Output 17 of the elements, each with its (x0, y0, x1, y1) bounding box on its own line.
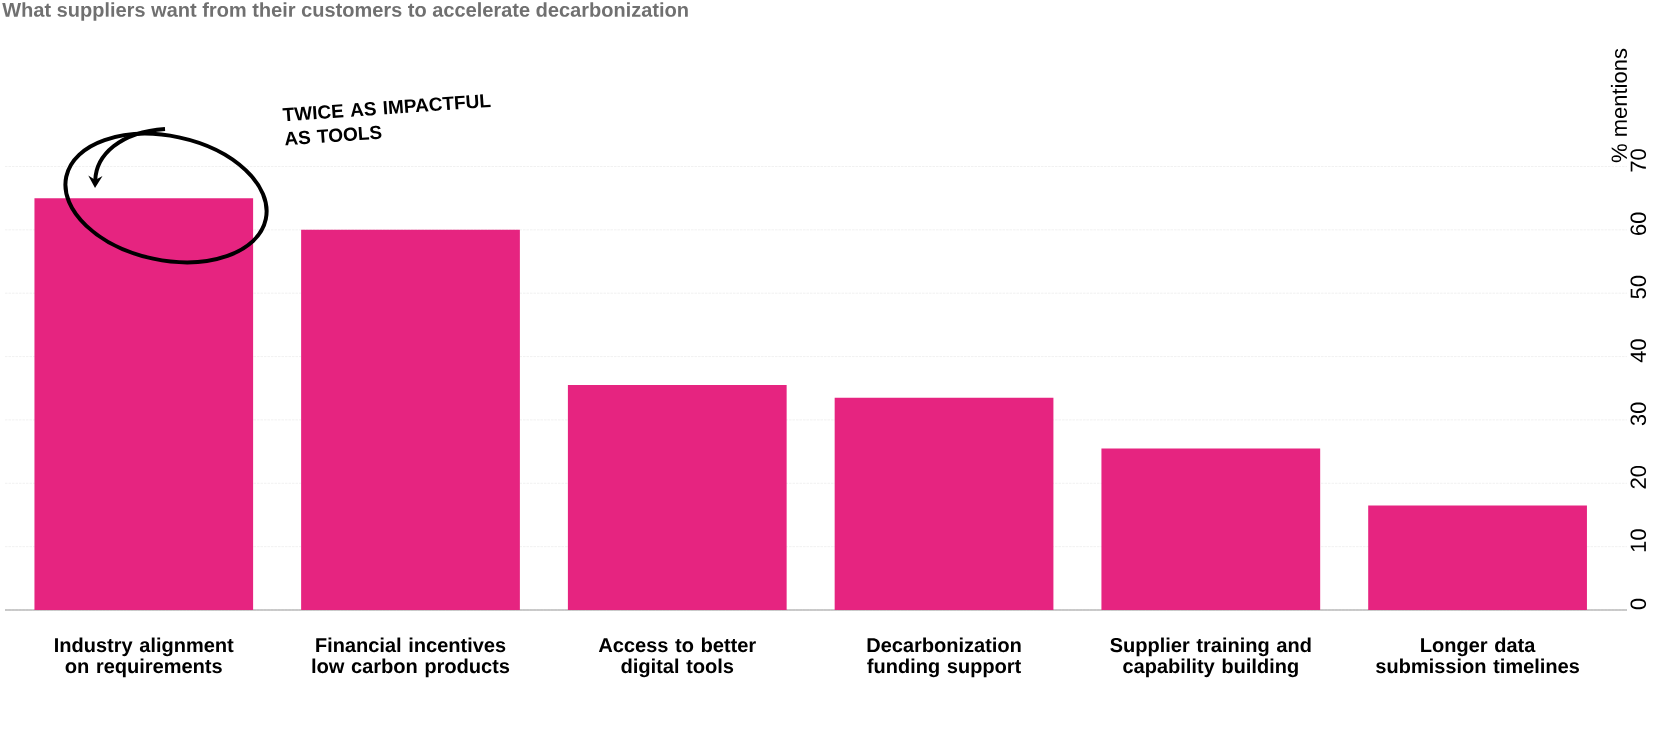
x-tick-label: Longer data submission timelines (1376, 637, 1580, 674)
x-tick-label: Financial incentives low carbon products (312, 637, 510, 678)
chart-title: What suppliers want from their customers to accelerate decarbonization (2, 2, 688, 21)
y-tick-label: 0 (1630, 598, 1647, 610)
text: TWICE AS IMPACTFUL AS TOOLS (282, 94, 491, 146)
y-tick-label: 40 (1630, 339, 1647, 363)
x-tick-label: Access to better digital tools (598, 637, 756, 678)
x-tick-label: Supplier training and capability building (1110, 637, 1311, 678)
y-tick-label: 30 (1630, 402, 1647, 426)
x-tick-label: Industry alignment on requirements (55, 637, 234, 678)
y-tick-label: 60 (1630, 212, 1647, 235)
y-tick-label: 50 (1630, 275, 1647, 299)
x-tick-label: Decarbonization funding support (867, 637, 1022, 678)
y-tick-label: 10 (1630, 529, 1647, 552)
y-tick-label: 70 (1630, 149, 1647, 172)
y-tick-label: 20 (1630, 465, 1647, 489)
y-axis-title: % mentions (1610, 48, 1628, 163)
